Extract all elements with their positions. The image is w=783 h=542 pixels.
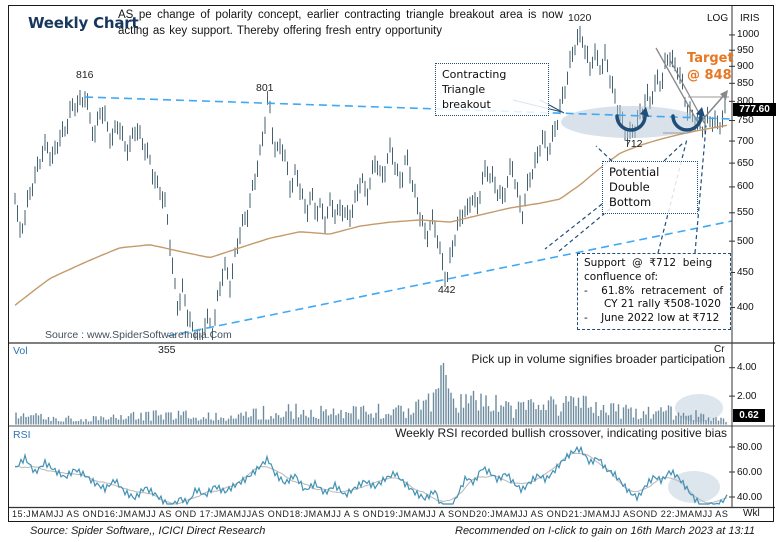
- axis-tick-label: 2.00: [737, 390, 757, 402]
- chart-watermark: Source : www.SpiderSoftwareIndia.Com: [45, 329, 232, 341]
- callout-line: Double Bottom: [609, 180, 652, 209]
- target-label: Target @ 848: [687, 51, 734, 83]
- axis-tick-label: 650: [737, 157, 754, 169]
- page-title: Weekly Chart: [28, 14, 139, 32]
- time-axis-labels: 15:JMAMJJ AS OND16:JMAMJJ AS OND 17:JMAM…: [12, 509, 728, 519]
- axis-tick-label: 750: [737, 115, 754, 127]
- axis-tick-label: 60.00: [737, 466, 763, 478]
- axis-tick-label: 1000: [737, 29, 760, 41]
- log-scale-label: LOG: [707, 13, 729, 24]
- axis-tick-label: 400: [737, 302, 754, 314]
- swing-label-816: 816: [76, 69, 94, 81]
- double-bottom-callout: Potential Double Bottom: [602, 161, 698, 214]
- axis-tick-label: 850: [737, 77, 754, 89]
- callout-line: Contracting Triangle: [442, 68, 507, 96]
- axis-tick-label: 450: [737, 266, 754, 278]
- axis-tick-label: 600: [737, 181, 754, 193]
- support-confluence-callout: Support @ ₹712 being confluence of: - 61…: [577, 253, 731, 330]
- callout-line: - June 2022 low at ₹712: [584, 312, 720, 325]
- axis-tick-label: 550: [737, 207, 754, 219]
- axis-tick-label: 900: [737, 60, 754, 72]
- footer-recommendation: Recommended on I-click to gain on 16th M…: [455, 525, 756, 537]
- rsi-panel-label: RSI: [13, 429, 31, 441]
- callout-line: CY 21 rally ₹508-1020: [584, 298, 721, 311]
- volume-panel-label: Vol: [13, 345, 28, 357]
- axis-tick-label: 40.00: [737, 491, 763, 503]
- rsi-note: Weekly RSI recorded bullish crossover, i…: [395, 426, 727, 440]
- axis-tick-label: 4.00: [737, 362, 757, 374]
- symbol-label: IRIS: [740, 13, 760, 24]
- chart-frame: [8, 5, 774, 522]
- axis-tick-label: 80.00: [737, 441, 763, 453]
- swing-label-712: 712: [625, 138, 643, 150]
- callout-line: Potential: [609, 165, 660, 179]
- swing-label-355: 355: [158, 344, 176, 356]
- axis-tick-label: 800: [737, 95, 754, 107]
- commentary-text: AS pe change of polarity concept, earlie…: [118, 9, 563, 37]
- axis-tick-label: 950: [737, 44, 754, 56]
- last-volume-badge: 0.62: [733, 409, 765, 423]
- axis-tick-label: 500: [737, 235, 754, 247]
- contracting-triangle-callout: Contracting Triangle breakout: [435, 63, 549, 116]
- last-price-badge: 777.60: [733, 103, 776, 117]
- timeframe-label: Wkl: [743, 508, 760, 519]
- volume-note: Pick up in volume signifies broader part…: [471, 352, 725, 366]
- swing-label-801: 801: [256, 82, 274, 94]
- callout-line: - 61.8% retracement of: [584, 284, 724, 297]
- callout-line: confluence of:: [584, 270, 659, 283]
- swing-label-442: 442: [438, 284, 456, 296]
- callout-line: Support @ ₹712 being: [584, 257, 713, 269]
- axis-tick-label: 700: [737, 135, 754, 147]
- swing-label-1020: 1020: [568, 12, 592, 24]
- callout-line: breakout: [442, 98, 491, 111]
- volume-unit-label: Cr: [714, 344, 725, 355]
- footer-source: Source: Spider Software,, ICICI Direct R…: [30, 525, 266, 537]
